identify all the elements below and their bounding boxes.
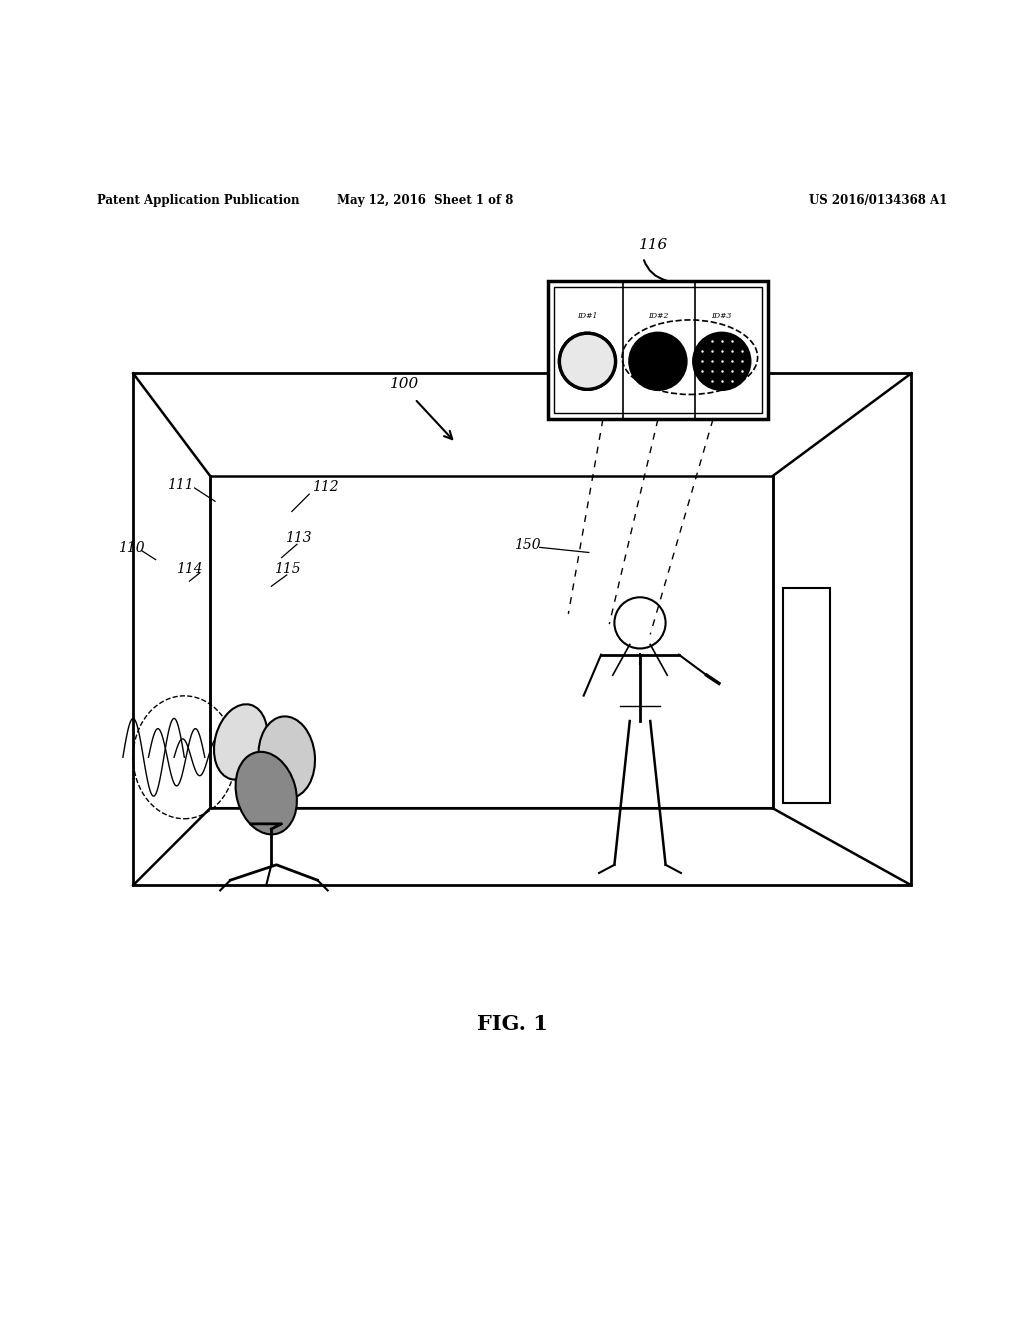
Text: 114: 114 [176,562,203,576]
Text: ID#3: ID#3 [712,313,732,321]
Text: ID#2: ID#2 [648,313,668,321]
Text: US 2016/0134368 A1: US 2016/0134368 A1 [809,194,947,207]
Bar [133,374,911,886]
Text: 112: 112 [312,480,339,494]
Circle shape [561,335,613,388]
Circle shape [559,333,616,389]
Bar [210,475,773,808]
Text: May 12, 2016  Sheet 1 of 8: May 12, 2016 Sheet 1 of 8 [337,194,513,207]
Bar [783,589,830,804]
Text: 115: 115 [274,562,301,576]
Text: 116: 116 [639,239,668,252]
Circle shape [693,333,751,389]
Text: 100: 100 [390,376,419,391]
Text: 110: 110 [118,541,144,556]
Circle shape [629,333,687,389]
Bar [554,288,762,413]
Bar [548,281,768,420]
Ellipse shape [214,705,267,780]
Ellipse shape [236,752,297,834]
Text: 111: 111 [167,478,194,492]
Text: 150: 150 [514,539,541,552]
Ellipse shape [258,717,315,799]
Text: FIG. 1: FIG. 1 [476,1014,548,1034]
Text: 113: 113 [285,531,311,545]
Text: Patent Application Publication: Patent Application Publication [97,194,300,207]
Text: ID#1: ID#1 [578,313,598,321]
